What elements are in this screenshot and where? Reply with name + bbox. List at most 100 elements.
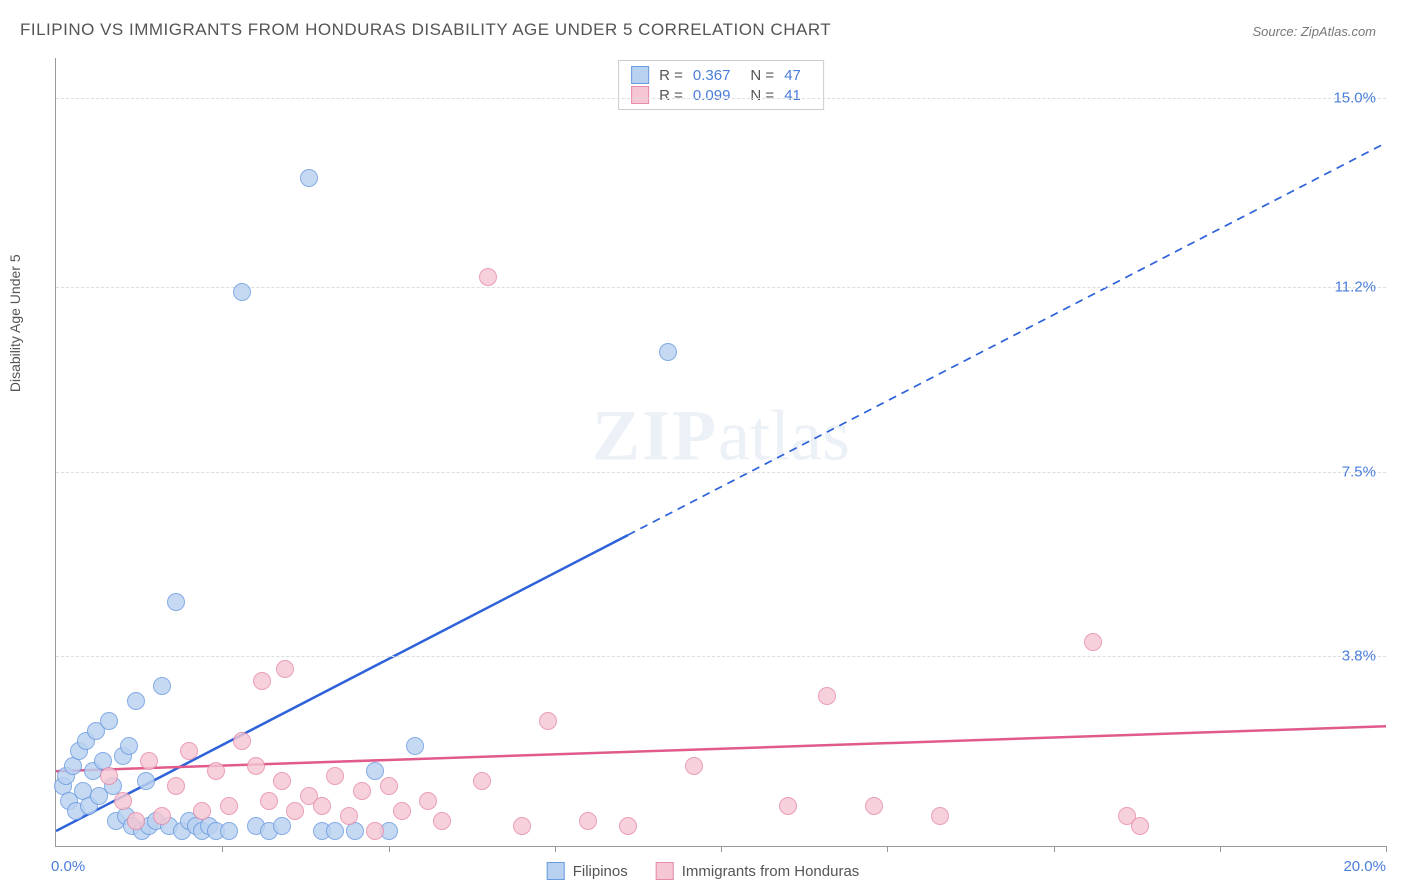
scatter-point: [273, 772, 291, 790]
scatter-point: [473, 772, 491, 790]
scatter-point: [619, 817, 637, 835]
scatter-point: [100, 712, 118, 730]
watermark-main: ZIP: [592, 396, 718, 476]
scatter-point: [479, 268, 497, 286]
x-tick: [1054, 846, 1055, 852]
gridline: [56, 656, 1386, 657]
legend-swatch: [631, 66, 649, 84]
stats-legend: R = 0.367 N = 47 R = 0.099 N = 41: [618, 60, 824, 110]
scatter-point: [818, 687, 836, 705]
stat-r-label: R =: [659, 67, 683, 84]
scatter-point: [286, 802, 304, 820]
scatter-point: [579, 812, 597, 830]
scatter-point: [366, 822, 384, 840]
scatter-point: [233, 732, 251, 750]
x-axis-end-label: 20.0%: [1343, 858, 1386, 875]
gridline: [56, 98, 1386, 99]
scatter-point: [366, 762, 384, 780]
scatter-point: [419, 792, 437, 810]
scatter-point: [233, 283, 251, 301]
source-attribution: Source: ZipAtlas.com: [1252, 24, 1376, 39]
scatter-point: [127, 812, 145, 830]
scatter-point: [167, 593, 185, 611]
scatter-point: [273, 817, 291, 835]
y-tick-label: 15.0%: [1333, 89, 1376, 106]
scatter-point: [865, 797, 883, 815]
scatter-point: [513, 817, 531, 835]
scatter-point: [253, 672, 271, 690]
chart-area: Disability Age Under 5 ZIPatlas R =0.367…: [55, 58, 1386, 847]
scatter-point: [260, 792, 278, 810]
scatter-point: [1084, 633, 1102, 651]
x-tick: [555, 846, 556, 852]
scatter-point: [153, 677, 171, 695]
scatter-point: [433, 812, 451, 830]
scatter-point: [120, 737, 138, 755]
scatter-point: [539, 712, 557, 730]
plot-region: ZIPatlas R = 0.367 N = 47 R = 0.099 N = 41 3.8%…: [55, 58, 1386, 847]
scatter-point: [326, 822, 344, 840]
gridline: [56, 287, 1386, 288]
scatter-point: [193, 802, 211, 820]
x-tick: [721, 846, 722, 852]
scatter-point: [180, 742, 198, 760]
legend-label: Immigrants from Honduras: [682, 863, 860, 880]
stat-n-value: 41: [784, 87, 801, 104]
scatter-point: [931, 807, 949, 825]
bottom-legend: Filipinos Immigrants from Honduras: [547, 862, 860, 880]
scatter-point: [406, 737, 424, 755]
stat-r-value: 0.367: [693, 67, 731, 84]
stat-n-label: N =: [750, 67, 774, 84]
y-axis-title: Disability Age Under 5: [7, 254, 23, 392]
y-tick-label: 7.5%: [1342, 463, 1376, 480]
scatter-point: [340, 807, 358, 825]
scatter-point: [220, 822, 238, 840]
scatter-point: [326, 767, 344, 785]
y-tick-label: 3.8%: [1342, 648, 1376, 665]
legend-swatch: [547, 862, 565, 880]
scatter-point: [685, 757, 703, 775]
scatter-point: [153, 807, 171, 825]
scatter-point: [779, 797, 797, 815]
gridline: [56, 472, 1386, 473]
scatter-point: [140, 752, 158, 770]
legend-label: Filipinos: [573, 863, 628, 880]
stat-r-label: R =: [659, 87, 683, 104]
x-tick: [887, 846, 888, 852]
x-axis-start-label: 0.0%: [51, 858, 85, 875]
x-tick: [389, 846, 390, 852]
scatter-point: [313, 797, 331, 815]
stat-r-value: 0.099: [693, 87, 731, 104]
scatter-point: [300, 169, 318, 187]
legend-item: Filipinos: [547, 862, 628, 880]
scatter-point: [659, 343, 677, 361]
scatter-point: [220, 797, 238, 815]
trend-lines: [56, 58, 1386, 846]
legend-item: Immigrants from Honduras: [656, 862, 860, 880]
scatter-point: [380, 777, 398, 795]
x-tick: [1386, 846, 1387, 852]
scatter-point: [276, 660, 294, 678]
scatter-point: [100, 767, 118, 785]
watermark-sub: atlas: [718, 396, 850, 476]
scatter-point: [137, 772, 155, 790]
watermark: ZIPatlas: [592, 395, 850, 478]
scatter-point: [207, 762, 225, 780]
stats-row: R = 0.099 N = 41: [631, 85, 811, 105]
trend-line-dashed: [628, 143, 1386, 535]
stats-row: R = 0.367 N = 47: [631, 65, 811, 85]
x-tick: [1220, 846, 1221, 852]
stat-n-value: 47: [784, 67, 801, 84]
scatter-point: [114, 792, 132, 810]
scatter-point: [247, 757, 265, 775]
scatter-point: [167, 777, 185, 795]
scatter-point: [1131, 817, 1149, 835]
chart-title: FILIPINO VS IMMIGRANTS FROM HONDURAS DIS…: [20, 20, 831, 40]
legend-swatch: [631, 86, 649, 104]
y-tick-label: 11.2%: [1335, 279, 1376, 296]
x-tick: [222, 846, 223, 852]
legend-swatch: [656, 862, 674, 880]
stat-n-label: N =: [750, 87, 774, 104]
scatter-point: [393, 802, 411, 820]
scatter-point: [127, 692, 145, 710]
